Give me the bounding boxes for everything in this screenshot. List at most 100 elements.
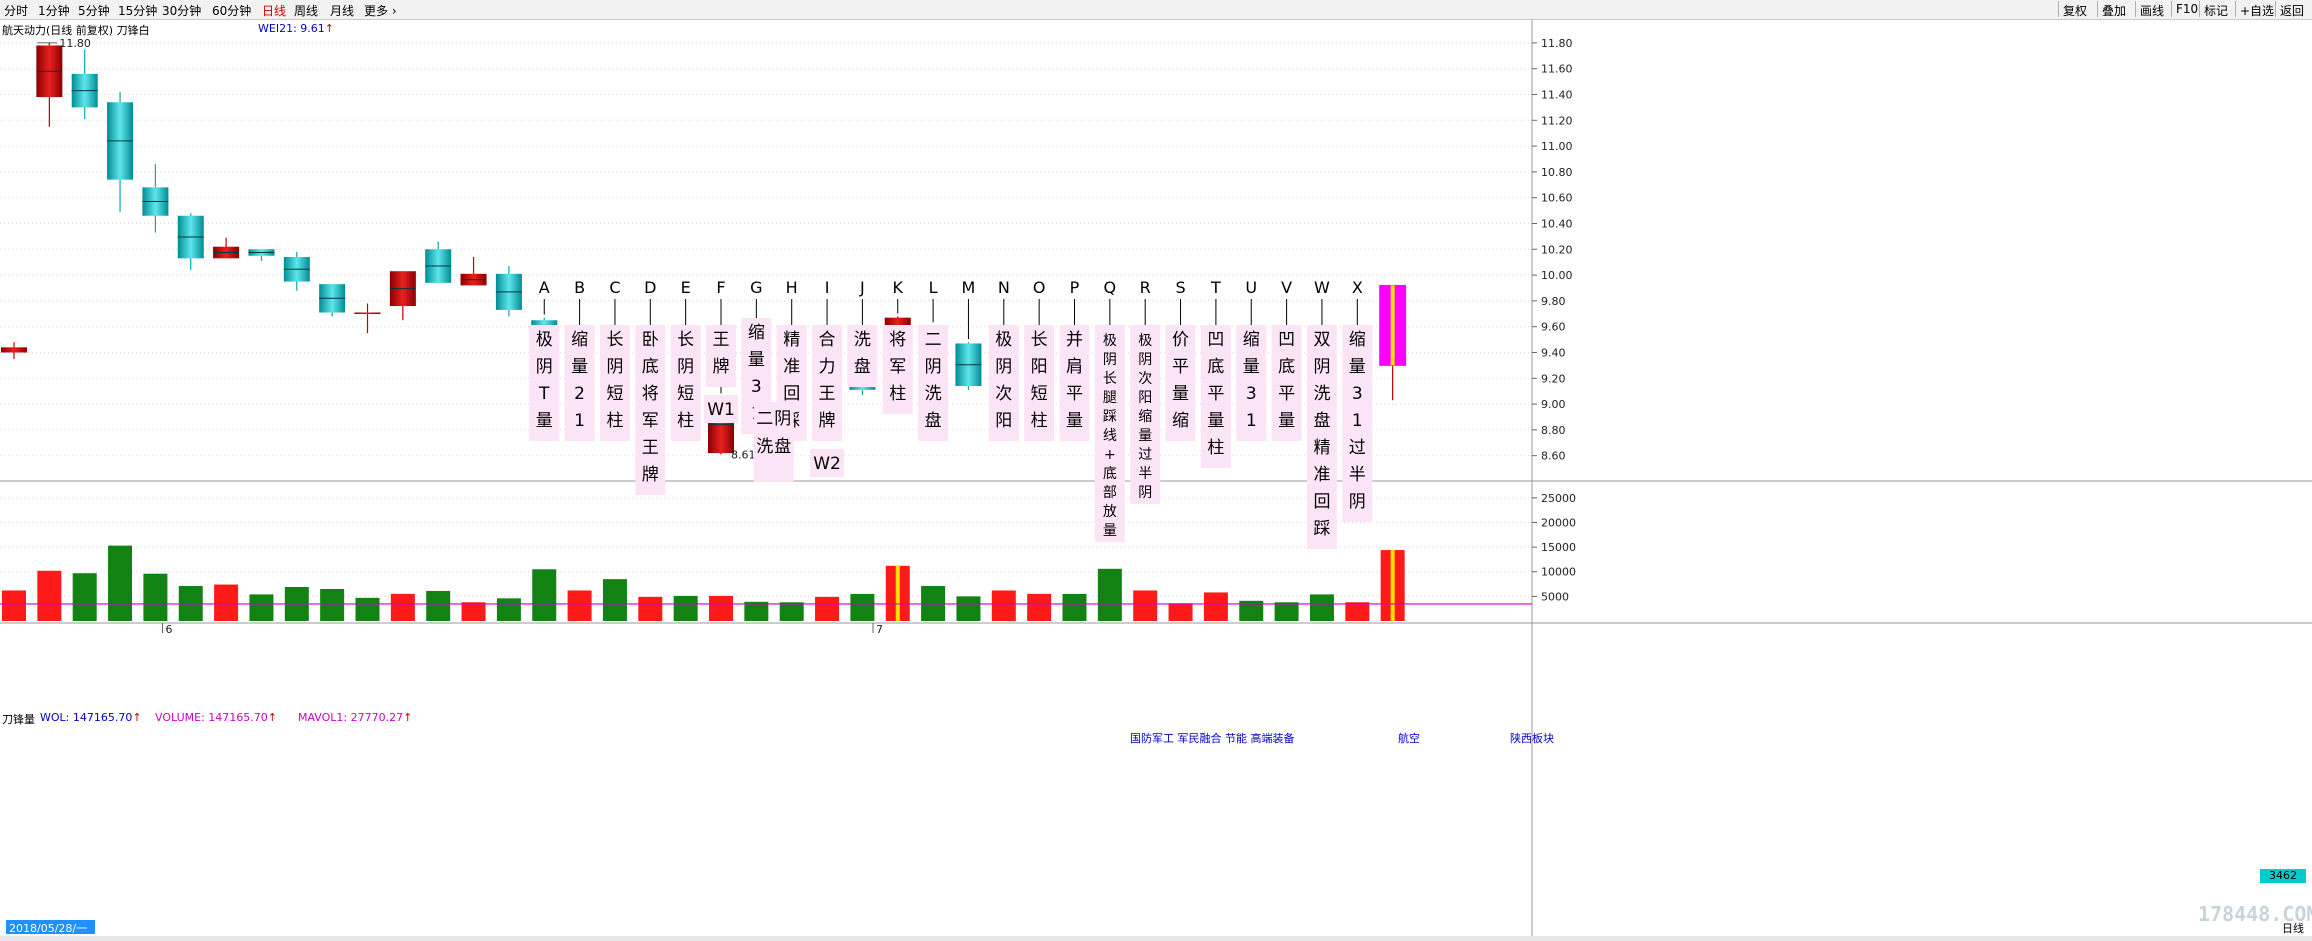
period-tab-5[interactable]: 60分钟 (212, 4, 252, 18)
annotation-char: 力 (819, 357, 836, 377)
volume-bar (850, 593, 875, 621)
price-tick-label: 9.40 (1541, 346, 1566, 359)
period-tab-1[interactable]: 1分钟 (38, 4, 70, 18)
toolbar-button-3[interactable]: F10 (2176, 2, 2199, 16)
toolbar-button-0[interactable]: 复权 (2063, 4, 2088, 18)
volume-panel-title: 刀锋量 (2, 713, 35, 726)
price-tick-label: 8.60 (1541, 450, 1566, 463)
price-tick-label: 11.20 (1541, 114, 1573, 127)
annotation-box (847, 325, 878, 387)
period-tab-8[interactable]: 月线 (330, 4, 355, 18)
annotation-box (812, 325, 843, 441)
annotation-char: 阳 (1031, 357, 1048, 377)
toolbar-button-6[interactable]: 返回 (2280, 4, 2305, 18)
toolbar-separator (2199, 1, 2200, 17)
annotation-letter: W (1314, 278, 1330, 297)
mavol-indicator: MAVOL1: 27770.27↑ (298, 711, 412, 724)
period-tab-0[interactable]: 分时 (4, 4, 29, 18)
high-price-label: 11.80 (59, 37, 91, 50)
annotation-char: 缩 (1172, 411, 1189, 431)
annotation-letter: H (786, 278, 798, 297)
bottom-tab-strip[interactable] (0, 936, 2312, 941)
annotation-char: 3 (1246, 384, 1257, 404)
candle-body-special-stripe (1390, 285, 1395, 366)
annotation-char: 阳 (1138, 390, 1152, 406)
annotation-char: 牌 (642, 465, 659, 485)
toolbar-button-4[interactable]: 标记 (2204, 4, 2229, 18)
period-tab-6[interactable]: 日线 (262, 4, 287, 18)
annotation-letter: L (929, 278, 938, 297)
annotation-box (1094, 325, 1125, 542)
annotation-char: 量 (1207, 411, 1224, 431)
period-tab-7[interactable]: 周线 (294, 4, 319, 18)
volume-bar (1097, 568, 1122, 621)
annotation-letter: C (609, 278, 620, 297)
period-label: 日线 (2282, 922, 2304, 935)
annotation-char: 踩 (1103, 409, 1117, 425)
annotation-char: 过 (1349, 438, 1366, 458)
annotation-letter: B (574, 278, 585, 297)
annotation-char: 盘 (925, 411, 942, 431)
annotation-char: 极 (1103, 333, 1117, 349)
toolbar-button-2[interactable]: 画线 (2140, 4, 2165, 18)
annotation-letter: O (1033, 278, 1046, 297)
annotation-char: 量 (1103, 523, 1117, 539)
annotation-sub-char: 阴 (774, 409, 791, 429)
volume-bar (1203, 592, 1228, 621)
annotation-char: 3 (751, 377, 762, 397)
annotation-char: 阴 (1313, 357, 1330, 377)
sector-label-shaanxi: 陕西板块 (1510, 732, 1554, 745)
price-tick-label: 9.20 (1541, 372, 1566, 385)
annotation-letter: D (644, 278, 656, 297)
annotation-char: 底 (1207, 357, 1224, 377)
price-tick-label: 10.20 (1541, 243, 1573, 256)
annotation-char: 盘 (854, 357, 871, 377)
sector-label-defense: 国防军工 军民融合 节能 高端装备 (1130, 732, 1295, 745)
candle-body (1, 347, 27, 353)
annotation-char: 量 (536, 411, 553, 431)
volume-bar (108, 545, 133, 621)
annotation-char: 长 (606, 330, 623, 350)
volume-bar (355, 597, 380, 621)
annotation-char: 过 (1138, 447, 1152, 463)
annotation-char: 半 (1138, 466, 1152, 482)
annotation-letter: E (681, 278, 691, 297)
annotation-char: 阴 (995, 357, 1012, 377)
annotation-char: 洗 (854, 330, 871, 350)
annotation-char: 底 (1103, 466, 1117, 482)
annotation-char: 准 (783, 357, 800, 377)
annotation-letter: I (825, 278, 830, 297)
period-tab-9[interactable]: 更多 › (364, 4, 397, 18)
annotation-box (918, 325, 949, 441)
volume-bar (1027, 593, 1052, 621)
annotation-char: 短 (677, 384, 694, 404)
annotation-char: 阴 (1138, 352, 1152, 368)
annotation-letter: A (539, 278, 550, 297)
annotation-char: 长 (1103, 371, 1117, 387)
volume-bar (1062, 593, 1087, 621)
annotation-box (1306, 325, 1337, 549)
volume-bar (532, 569, 557, 621)
annotation-letter: T (1210, 278, 1221, 297)
volume-bar (214, 584, 239, 621)
current-volume-badge: 3462 (2260, 869, 2306, 883)
toolbar-button-5[interactable]: +自选 (2240, 4, 2275, 18)
annotation-char: 卧 (642, 330, 659, 350)
annotation-char: 短 (606, 384, 623, 404)
annotation-letter: Q (1104, 278, 1117, 297)
annotation-char: 缩 (1349, 330, 1366, 350)
price-tick-label: 9.80 (1541, 295, 1566, 308)
annotation-char: 将 (642, 384, 659, 404)
annotation-char: 合 (819, 330, 836, 350)
toolbar-button-1[interactable]: 叠加 (2102, 4, 2127, 18)
annotation-char: 柱 (606, 411, 623, 431)
period-tab-2[interactable]: 5分钟 (78, 4, 110, 18)
wol-indicator: WOL: 147165.70↑ (40, 711, 142, 724)
annotation-sub-char: 盘 (774, 437, 791, 457)
volume-tick-label: 15000 (1541, 541, 1576, 554)
period-tab-3[interactable]: 15分钟 (118, 4, 158, 18)
annotation-char: 精 (783, 330, 800, 350)
candle-body (354, 312, 381, 314)
period-tab-4[interactable]: 30分钟 (162, 4, 202, 18)
